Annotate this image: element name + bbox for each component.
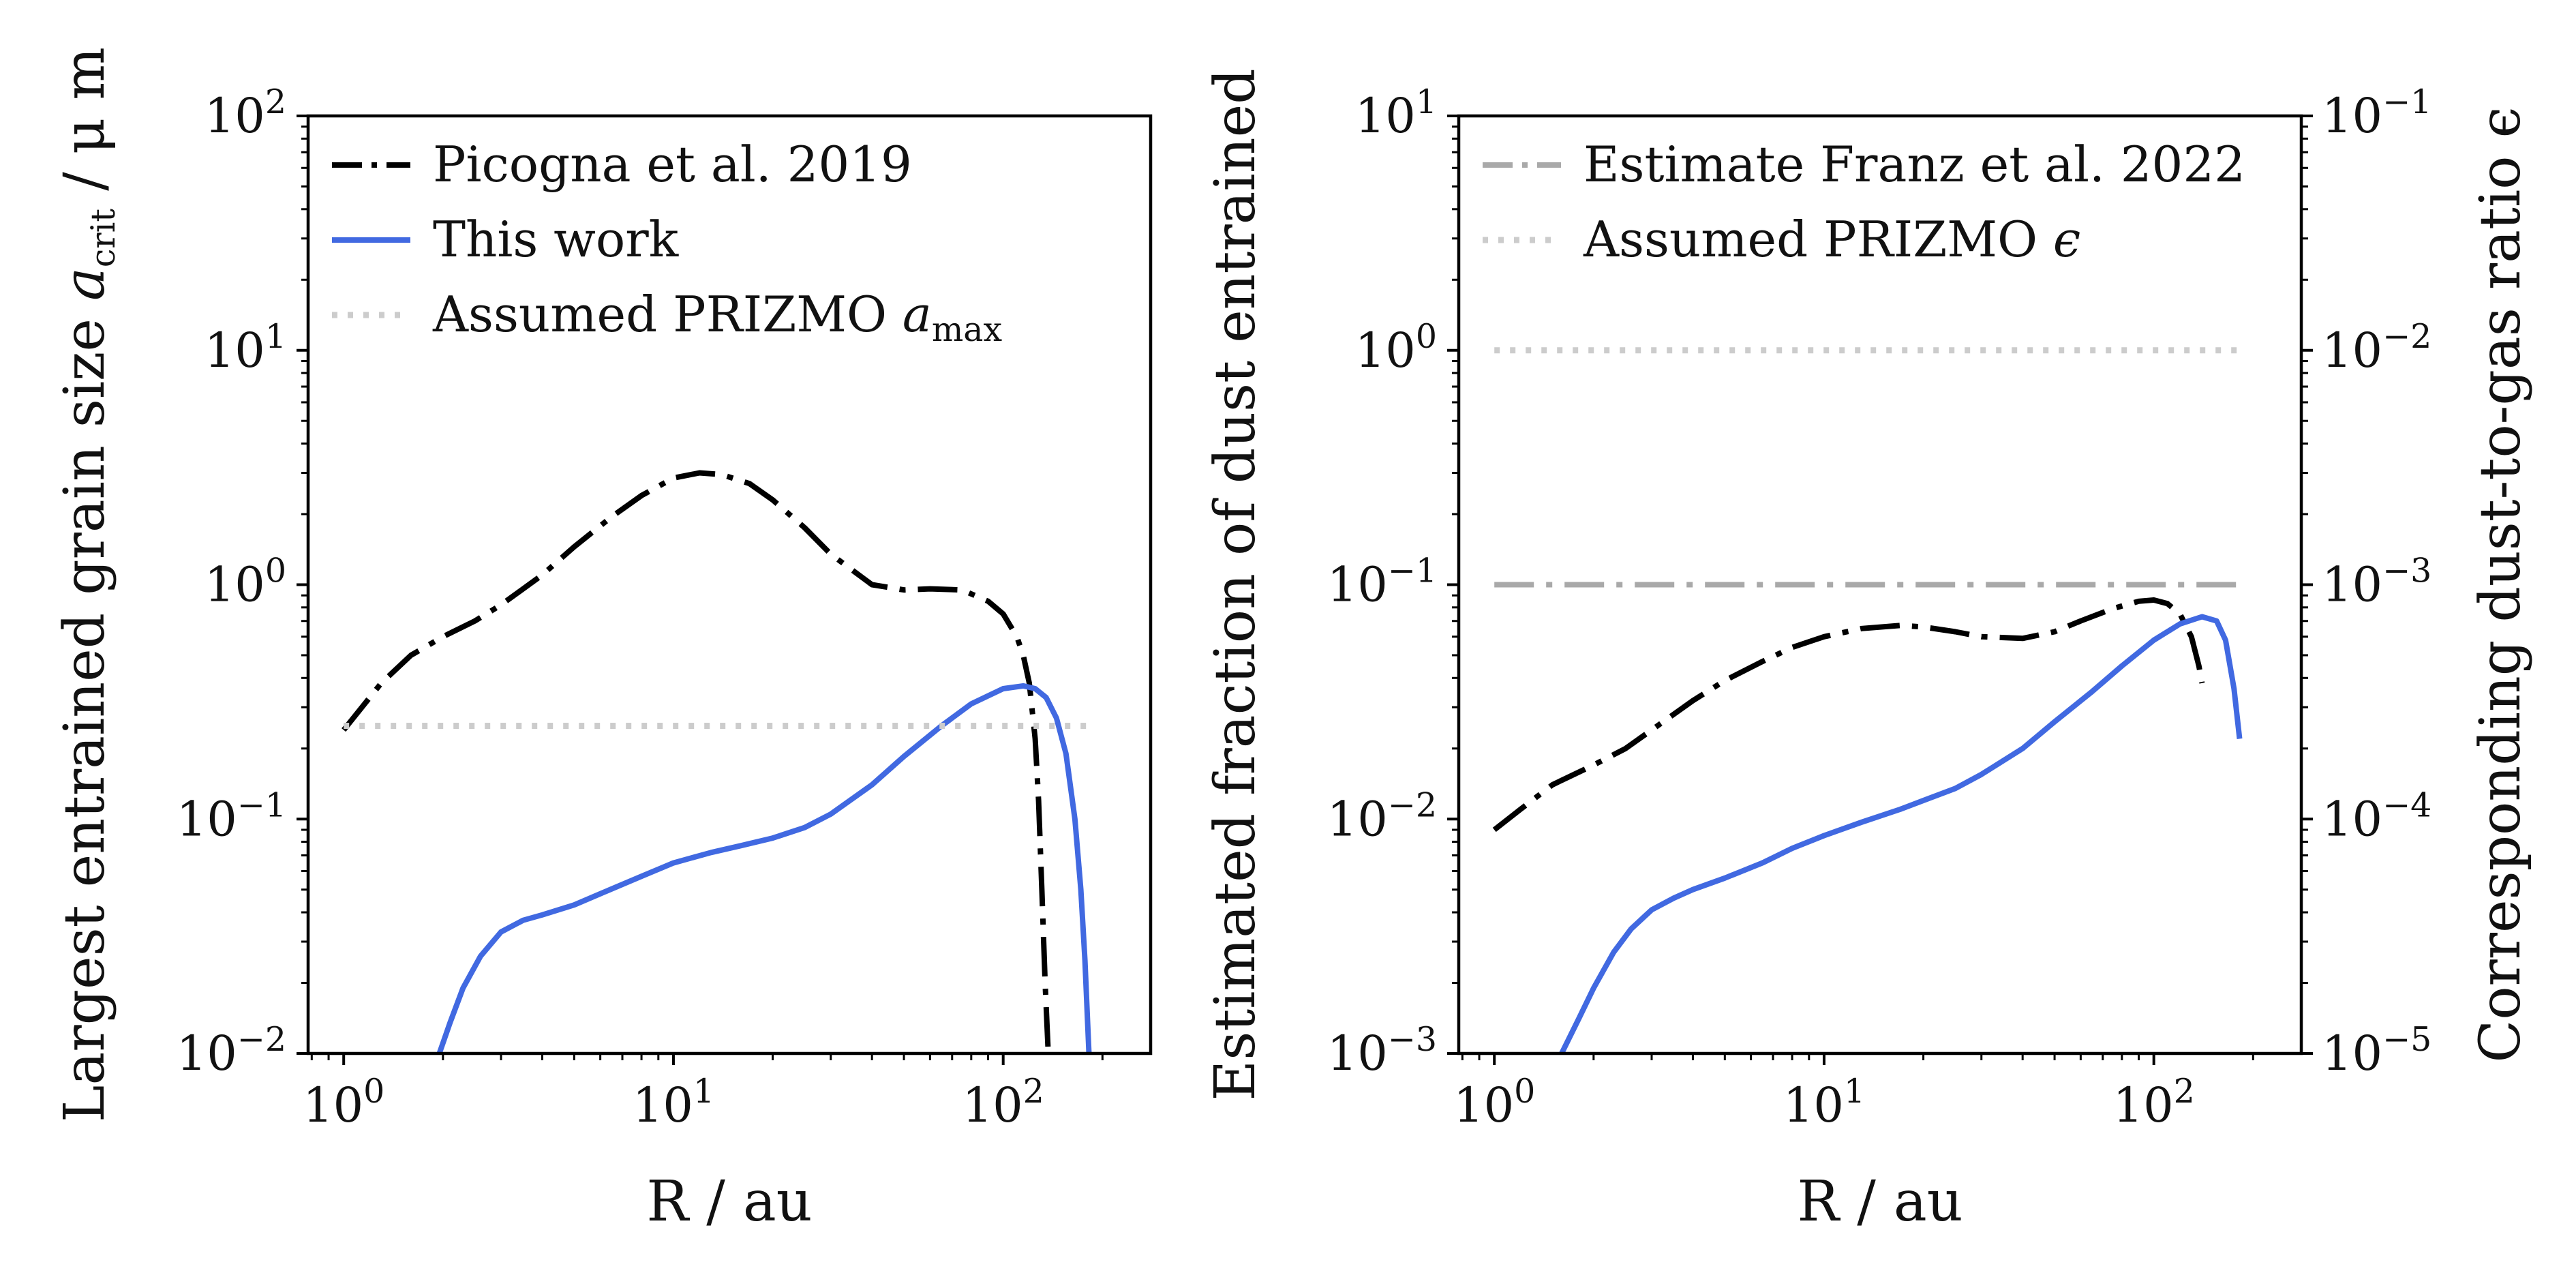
y-right-tick-label-base: 10 xyxy=(2322,791,2382,847)
y-tick-label-exponent: −2 xyxy=(237,1020,286,1059)
legend-label: Picogna et al. 2019 xyxy=(433,136,912,193)
series-line-this-work xyxy=(436,683,1092,1053)
y-right-tick-label: 10−5 xyxy=(2322,1020,2431,1081)
x-tick-label-base: 10 xyxy=(303,1077,363,1133)
series-line-this-work xyxy=(1559,614,2243,1053)
x-tick-label-exponent: 2 xyxy=(2174,1072,2195,1111)
x-tick-label: 101 xyxy=(1783,1072,1865,1133)
y-tick-label: 100 xyxy=(204,552,286,613)
x-tick-label: 101 xyxy=(633,1072,714,1133)
y-tick-label-exponent: −1 xyxy=(237,785,286,824)
legend-label-subscript: max xyxy=(932,310,1003,349)
y-tick-label: 101 xyxy=(204,317,286,378)
y-tick-label-base: 10 xyxy=(1355,88,1416,144)
y-right-tick-label-exponent: −2 xyxy=(2382,317,2431,356)
x-tick-label-base: 10 xyxy=(1453,1077,1514,1133)
y-right-tick-label-exponent: −5 xyxy=(2382,1020,2431,1059)
legend-label-symbol: a xyxy=(903,286,932,343)
y-right-tick-label-exponent: −3 xyxy=(2382,552,2431,590)
y-axis-label-main: Largest entrained grain size xyxy=(52,301,117,1122)
y-tick-label: 101 xyxy=(1355,83,1437,144)
y-tick-label-exponent: −3 xyxy=(1388,1020,1437,1059)
y-tick-label-exponent: 0 xyxy=(265,552,286,590)
y-tick-label-exponent: 2 xyxy=(265,83,286,121)
x-tick-label-base: 10 xyxy=(2113,1077,2174,1133)
y-tick-label-exponent: −1 xyxy=(1388,552,1437,590)
legend-label: This work xyxy=(433,211,680,268)
legend-label-symbol: ϵ xyxy=(2053,211,2080,268)
x-tick-label-exponent: 1 xyxy=(1844,1072,1865,1111)
y-right-tick-label-base: 10 xyxy=(2322,323,2382,378)
y-right-tick-label-base: 10 xyxy=(2322,1025,2382,1081)
y-tick-label-base: 10 xyxy=(1355,323,1416,378)
x-tick-label: 100 xyxy=(303,1072,384,1133)
legend-label: Assumed PRIZMO amax xyxy=(432,286,1003,349)
y-tick-label-exponent: 0 xyxy=(1416,317,1437,356)
x-tick-label: 100 xyxy=(1453,1072,1535,1133)
y-axis-label-unit: / μ m xyxy=(52,47,117,209)
x-tick-label-base: 10 xyxy=(1783,1077,1844,1133)
x-tick-label-base: 10 xyxy=(963,1077,1023,1133)
y-right-tick-label-exponent: −4 xyxy=(2382,785,2431,824)
y-right-tick-label: 10−2 xyxy=(2322,317,2431,378)
y-tick-label-base: 10 xyxy=(204,557,265,613)
x-tick-label-exponent: 1 xyxy=(693,1072,714,1111)
y-right-tick-label-base: 10 xyxy=(2322,557,2382,613)
x-tick-label-exponent: 0 xyxy=(363,1072,384,1111)
legend-label: Estimate Franz et al. 2022 xyxy=(1584,136,2245,193)
y-tick-label-exponent: −2 xyxy=(1388,785,1437,824)
y-tick-label: 100 xyxy=(1355,317,1437,378)
x-tick-label: 102 xyxy=(2113,1072,2195,1133)
x-axis-label: R / au xyxy=(1797,1169,1963,1234)
y-right-tick-label: 10−1 xyxy=(2322,83,2431,144)
x-tick-label: 102 xyxy=(963,1072,1044,1133)
y-right-tick-label-exponent: −1 xyxy=(2382,83,2431,121)
y-tick-label-base: 10 xyxy=(204,88,265,144)
y-tick-label: 10−3 xyxy=(1327,1020,1437,1081)
x-tick-label-exponent: 2 xyxy=(1023,1072,1044,1111)
y-tick-label-exponent: 1 xyxy=(1416,83,1437,121)
series-line-picogna-et-al-2019 xyxy=(342,470,1051,1053)
legend-label-main: Assumed PRIZMO xyxy=(432,286,903,343)
x-tick-label-exponent: 0 xyxy=(1514,1072,1535,1111)
y-axis-label: Largest entrained grain size acrit / μ m xyxy=(52,47,123,1122)
y-tick-label-base: 10 xyxy=(204,323,265,378)
legend-label-main: Assumed PRIZMO xyxy=(1583,211,2053,268)
y-axis-label-subscript: crit xyxy=(84,209,123,268)
y-tick-label-base: 10 xyxy=(177,791,237,847)
x-axis-label: R / au xyxy=(646,1169,812,1234)
y-tick-label-base: 10 xyxy=(1327,791,1388,847)
y-axis-label: Estimated fraction of dust entrained xyxy=(1203,68,1268,1100)
y-right-axis-label: Corresponding dust-to-gas ratio ϵ xyxy=(2468,106,2533,1062)
y-tick-label-exponent: 1 xyxy=(265,317,286,356)
y-right-tick-label: 10−4 xyxy=(2322,785,2431,847)
y-tick-label: 10−1 xyxy=(1327,552,1437,613)
y-tick-label: 10−2 xyxy=(177,1020,286,1081)
y-right-tick-label-base: 10 xyxy=(2322,88,2382,144)
y-tick-label-base: 10 xyxy=(177,1025,237,1081)
y-axis-label-symbol: a xyxy=(52,267,117,301)
y-tick-label-base: 10 xyxy=(1327,557,1388,613)
y-right-tick-label: 10−3 xyxy=(2322,552,2431,613)
y-tick-label: 10−1 xyxy=(177,785,286,847)
y-tick-label: 10−2 xyxy=(1327,785,1437,847)
legend-label: Assumed PRIZMO ϵ xyxy=(1583,211,2080,268)
x-tick-label-base: 10 xyxy=(633,1077,693,1133)
y-tick-label-base: 10 xyxy=(1327,1025,1388,1081)
y-tick-label: 102 xyxy=(204,83,286,144)
series-line-picogna-et-al-2019 xyxy=(1492,597,2205,833)
